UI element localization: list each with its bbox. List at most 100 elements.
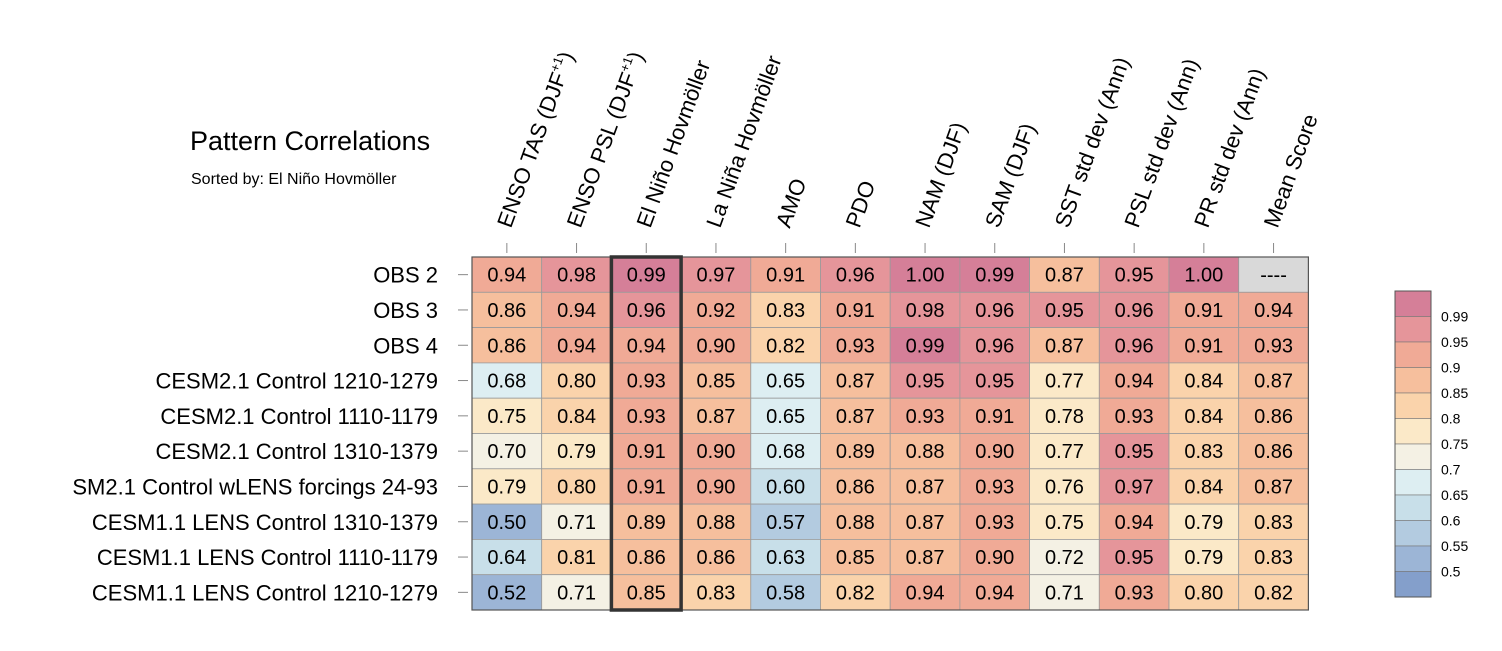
heatmap-cell (471, 539, 543, 576)
legend-swatch (1394, 520, 1432, 547)
heatmap-cell (959, 433, 1031, 470)
cell-value-label: 0.84 (1184, 476, 1223, 498)
cell-value-label: 0.93 (836, 335, 875, 357)
heatmap-cell (1238, 433, 1309, 470)
heatmap-cell (1029, 539, 1100, 576)
legend-swatch (1394, 392, 1432, 419)
heatmap-cell (1029, 256, 1100, 293)
cell-value-label: 0.93 (627, 406, 666, 428)
heatmap-cell (680, 327, 752, 364)
column-label: ENSO TAS (DJF+1) (491, 48, 579, 231)
cell-value-label: 0.81 (557, 547, 596, 569)
cell-value-label: 0.94 (975, 582, 1014, 604)
legend-swatch (1394, 418, 1432, 445)
column-label: Mean Score (1259, 111, 1323, 231)
cell-value-label: 0.99 (627, 265, 666, 287)
cell-value-label: 0.91 (627, 441, 666, 463)
cell-value-label: 0.98 (906, 300, 945, 322)
cell-value-label: 0.94 (627, 335, 666, 357)
heatmap-cell (471, 503, 543, 540)
row-label: CESM1.1 LENS Control 1310-1379 (92, 510, 438, 535)
cell-value-label: 0.93 (1115, 406, 1154, 428)
legend-label: 0.6 (1441, 513, 1461, 529)
cell-value-label: 1.00 (906, 265, 945, 287)
cell-value-label: 0.75 (487, 406, 526, 428)
legend-swatch (1394, 290, 1432, 317)
cell-value-label: 0.83 (696, 582, 735, 604)
cell-value-label: 0.85 (627, 582, 666, 604)
legend-swatch (1394, 443, 1432, 470)
legend-swatch (1394, 316, 1432, 343)
heatmap-cell (820, 574, 891, 611)
cell-value-label: 0.96 (975, 335, 1014, 357)
cell-value-label: 0.96 (627, 300, 666, 322)
cell-value-label: 0.72 (1045, 547, 1084, 569)
cell-value-label: 0.90 (696, 476, 735, 498)
heatmap-cell (541, 468, 612, 505)
legend-label: 0.95 (1441, 334, 1468, 350)
cell-value-label: 0.79 (557, 441, 596, 463)
heatmap-cell (959, 468, 1031, 505)
row-label: CESM1.1 LENS Control 1110-1179 (97, 545, 438, 570)
cell-value-label: 0.93 (1115, 582, 1154, 604)
cell-value-label: 0.88 (836, 512, 875, 534)
legend-swatch (1394, 545, 1432, 572)
cell-value-label: 0.86 (487, 300, 526, 322)
heatmap-cell (1098, 433, 1170, 470)
cell-value-label: 0.58 (766, 582, 805, 604)
cell-value-label: 0.96 (975, 300, 1014, 322)
cell-value-label: 0.96 (1115, 300, 1154, 322)
heatmap-cell (820, 539, 891, 576)
heatmap-cell (471, 468, 543, 505)
cell-value-label: 0.77 (1045, 371, 1084, 393)
cell-value-label: 0.91 (975, 406, 1014, 428)
heatmap-cell (1168, 362, 1240, 399)
heatmap-cell (750, 291, 821, 328)
heatmap-cell (611, 327, 682, 364)
cell-value-label: 0.87 (906, 512, 945, 534)
cell-value-label: 0.96 (1115, 335, 1154, 357)
cell-value-label: 0.94 (906, 582, 945, 604)
heatmap-cell (541, 291, 612, 328)
cell-value-label: 0.57 (766, 512, 805, 534)
chart-subtitle: Sorted by: El Niño Hovmöller (191, 171, 397, 188)
heatmap-cell (471, 433, 543, 470)
heatmap-cell (541, 327, 612, 364)
cell-value-label: 0.87 (836, 371, 875, 393)
cell-value-label: 0.86 (696, 547, 735, 569)
heatmap-cell (1098, 291, 1170, 328)
heatmap-cell (611, 539, 682, 576)
heatmap-cell (611, 468, 682, 505)
heatmap-cell (1098, 503, 1170, 540)
heatmap-cell (1168, 397, 1240, 434)
heatmap-cell (471, 256, 543, 293)
cell-value-label: 0.71 (1045, 582, 1084, 604)
row-label: OBS 3 (373, 298, 438, 323)
cell-value-label: 0.83 (1254, 512, 1293, 534)
cell-value-label: 0.89 (627, 512, 666, 534)
heatmap-cell (541, 503, 612, 540)
cell-value-label: 0.86 (836, 476, 875, 498)
heatmap-cell (750, 574, 821, 611)
row-label: OBS 4 (373, 333, 438, 358)
cell-value-label: 0.65 (766, 371, 805, 393)
heatmap-cell (889, 433, 961, 470)
legend-label: 0.65 (1441, 487, 1468, 503)
cell-value-label: 0.87 (1045, 335, 1084, 357)
cell-value-label: 0.90 (696, 441, 735, 463)
column-label: El Niño Hovmöller (631, 57, 715, 231)
cell-value-label: 0.71 (557, 512, 596, 534)
heatmap-cell (1029, 397, 1100, 434)
row-label: OBS 2 (373, 263, 438, 288)
cell-value-label: 0.99 (906, 335, 945, 357)
cell-value-label: 0.90 (975, 441, 1014, 463)
heatmap-cell (889, 256, 961, 293)
heatmap-cell (1029, 574, 1100, 611)
legend-label: 0.55 (1441, 538, 1468, 554)
cell-value-label: 0.95 (1115, 265, 1154, 287)
legend-label: 0.8 (1441, 411, 1461, 427)
legend-label: 0.75 (1441, 436, 1468, 452)
cell-value-label: 0.84 (557, 406, 596, 428)
heatmap-cell (750, 539, 821, 576)
heatmap-cell (889, 291, 961, 328)
